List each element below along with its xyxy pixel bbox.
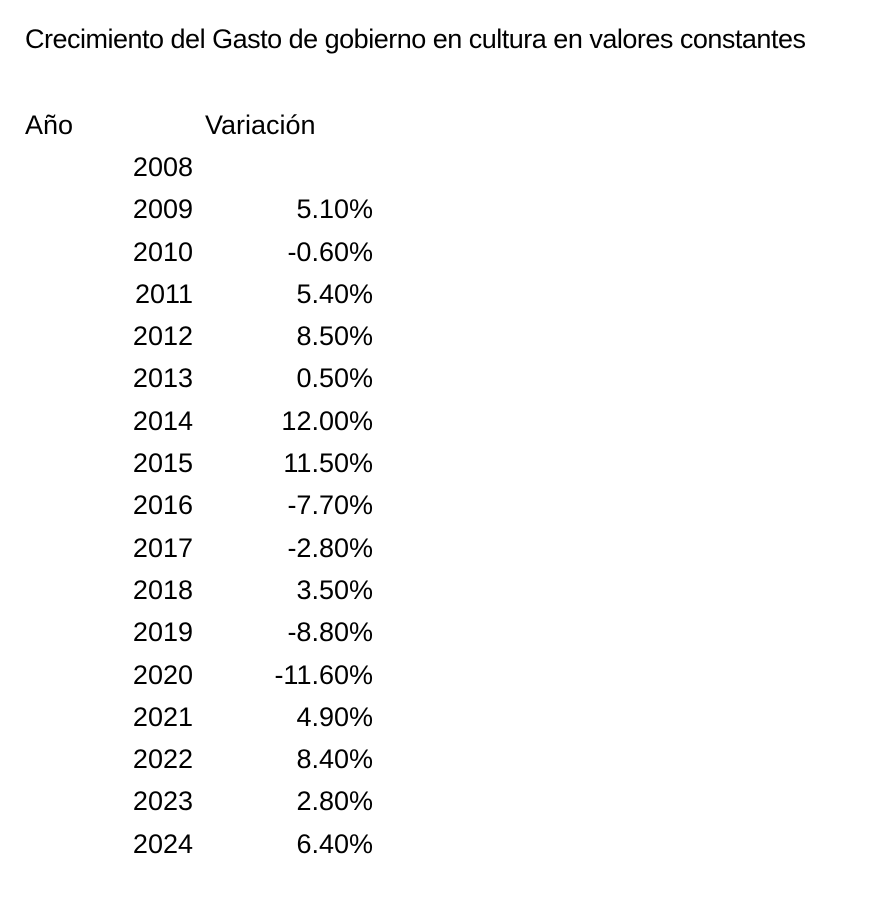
table-header-row: Año Variación <box>25 104 882 146</box>
variation-cell: 5.40% <box>296 278 373 309</box>
year-cell: 2020 <box>132 659 193 690</box>
year-cell: 2010 <box>132 236 193 267</box>
variation-cell: 3.50% <box>296 574 373 605</box>
variation-cell: 5.10% <box>296 194 373 225</box>
year-cell: 2019 <box>132 617 193 648</box>
year-cell: 2021 <box>132 701 193 732</box>
year-cell: 2022 <box>132 744 193 775</box>
variation-cell: 8.40% <box>296 744 373 775</box>
table-row: 2019 -8.80% <box>25 612 882 654</box>
data-table: Año Variación 2008 2009 5.10% 2010 -0.60% 201… <box>25 104 882 865</box>
table-row: 2014 12.00% <box>25 400 882 442</box>
year-cell: 2014 <box>132 405 193 436</box>
year-cell: 2018 <box>132 574 193 605</box>
year-cell: 2017 <box>132 532 193 563</box>
table-row: 2008 <box>25 146 882 188</box>
table-row: 2015 11.50% <box>25 442 882 484</box>
variation-cell: 2.80% <box>296 786 373 817</box>
table-row: 2009 5.10% <box>25 189 882 231</box>
table-row: 2021 4.90% <box>25 696 882 738</box>
page-title: Crecimiento del Gasto de gobierno en cul… <box>25 24 806 54</box>
table-row: 2011 5.40% <box>25 273 882 315</box>
column-header-variation: Variación <box>205 109 316 140</box>
variation-cell: 0.50% <box>296 363 373 394</box>
year-cell: 2024 <box>132 828 193 859</box>
variation-cell: 8.50% <box>296 321 373 352</box>
table-row: 2010 -0.60% <box>25 231 882 273</box>
year-cell: 2023 <box>132 786 193 817</box>
year-cell: 2016 <box>132 490 193 521</box>
variation-cell: 12.00% <box>281 405 373 436</box>
table-row: 2022 8.40% <box>25 738 882 780</box>
table-row: 2023 2.80% <box>25 781 882 823</box>
variation-cell: -7.70% <box>287 490 373 521</box>
year-cell: 2008 <box>132 151 193 182</box>
variation-cell: -2.80% <box>287 532 373 563</box>
table-row: 2013 0.50% <box>25 358 882 400</box>
table-row: 2012 8.50% <box>25 315 882 357</box>
table-row: 2016 -7.70% <box>25 485 882 527</box>
year-cell: 2011 <box>134 278 193 309</box>
variation-cell: -8.80% <box>287 617 373 648</box>
table-row: 2024 6.40% <box>25 823 882 865</box>
variation-cell: -0.60% <box>287 236 373 267</box>
table-row: 2017 -2.80% <box>25 527 882 569</box>
column-header-year: Año <box>25 109 74 140</box>
year-cell: 2015 <box>132 448 193 479</box>
table-row: 2020 -11.60% <box>25 654 882 696</box>
variation-cell: -11.60% <box>274 659 373 690</box>
variation-cell: 4.90% <box>296 701 373 732</box>
variation-cell: 11.50% <box>283 448 373 479</box>
year-cell: 2013 <box>132 363 193 394</box>
variation-cell: 6.40% <box>296 828 373 859</box>
table-row: 2018 3.50% <box>25 569 882 611</box>
year-cell: 2009 <box>132 194 193 225</box>
year-cell: 2012 <box>132 321 193 352</box>
